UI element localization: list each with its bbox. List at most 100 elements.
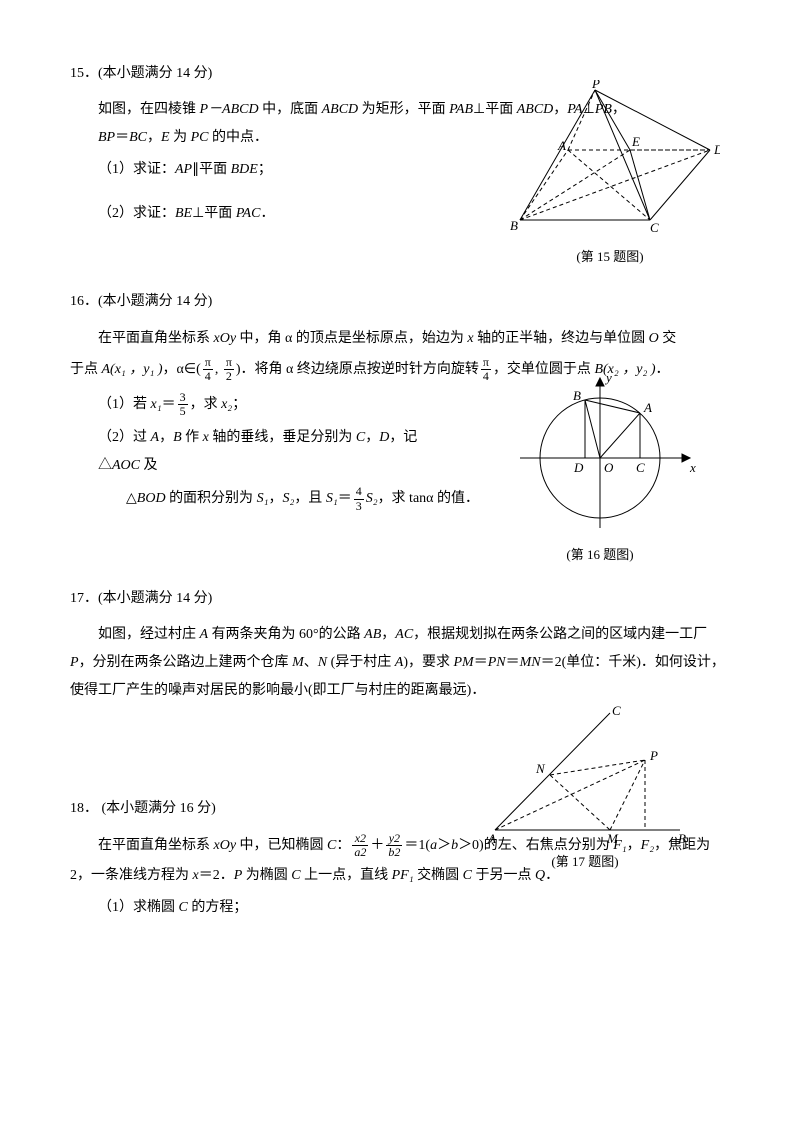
sym-N: N [318, 655, 327, 670]
sym-PABCD: P－ABCD [200, 102, 259, 117]
t: ： [336, 838, 350, 853]
frac-4-3: 43 [354, 485, 364, 512]
sym-S1b: S₁ [326, 491, 338, 506]
figure-15: P A B C D E (第 15 题图) [500, 80, 720, 270]
t: （1）求证： [98, 162, 175, 177]
problem-15: 15．(本小题满分 14 分) 如图，在四棱锥 P－ABCD 中，底面 ABCD… [70, 60, 730, 228]
lbl-x: x [689, 460, 696, 475]
p16-sub2: （2）过 A，B 作 x 轴的垂线，垂足分别为 C，D，记△AOC 及 [98, 424, 458, 480]
sym-C2: C [291, 868, 300, 883]
sym-a: a [430, 838, 437, 853]
lbl-N: N [535, 761, 546, 776]
problem-17-header: 17．(本小题满分 14 分) [70, 585, 730, 613]
sym-PAB: PAB [449, 102, 473, 117]
t: ＋ [370, 838, 384, 853]
t: 及 [140, 458, 158, 473]
t: ＝2． [199, 868, 234, 883]
sym-B: B [173, 430, 182, 445]
t: 交 [659, 331, 677, 346]
sym-BE: BE [175, 206, 192, 221]
sym-xOy: xOy [214, 838, 237, 853]
sym-A: A [151, 430, 160, 445]
frac-3-5: 35 [178, 391, 188, 418]
lbl-B: B [510, 218, 518, 233]
t: ， [159, 430, 173, 445]
sym-C3: C [463, 868, 472, 883]
t: 交椭圆 [414, 868, 463, 883]
sym-A: A [200, 627, 209, 642]
t: ＝ [506, 655, 520, 670]
t: 轴的正半轴，终边与单位圆 [474, 331, 649, 346]
t: （1）若 [98, 397, 151, 412]
problem-17: 17．(本小题满分 14 分) 如图，经过村庄 A 有两条夹角为 60°的公路 … [70, 585, 730, 705]
t: ， [268, 491, 282, 506]
frac-pi4: π4 [203, 356, 213, 383]
p16-line1: 在平面直角坐标系 xOy 中，角 α 的顶点是坐标原点，始边为 x 轴的正半轴，… [98, 324, 730, 355]
sym-E: E [161, 130, 170, 145]
lbl-C: C [650, 220, 659, 235]
sym-BP: BP [98, 130, 115, 145]
sym-x2: x₂ [221, 397, 232, 412]
figure-15-caption: (第 15 题图) [500, 244, 720, 270]
t: △ [126, 491, 137, 506]
p18-line1: 在平面直角坐标系 xOy 中，已知椭圆 C：x2a2＋y2b2＝1(a＞b＞0)… [98, 831, 730, 862]
lbl-D: D [573, 460, 584, 475]
sym-BOD: BOD [137, 491, 166, 506]
t: ＝ [115, 130, 129, 145]
sym-S2: S₂ [282, 491, 294, 506]
sym-ABCD: ABCD [322, 102, 359, 117]
sym-S2b: S₂ [366, 491, 378, 506]
t: ， [365, 430, 379, 445]
t: 在平面直角坐标系 [98, 331, 214, 346]
sym-S1: S₁ [257, 491, 269, 506]
lbl-P: P [591, 80, 600, 91]
p18-line2: 2，一条准线方程为 x＝2．P 为椭圆 C 上一点，直线 PF₁ 交椭圆 C 于… [70, 862, 730, 890]
t: ，求 [190, 397, 222, 412]
t: （1）求椭圆 [98, 900, 179, 915]
figure-15-svg: P A B C D E [500, 80, 720, 240]
sym-C4: C [179, 900, 188, 915]
sym-BC: BC [129, 130, 147, 145]
problem-16-header: 16．(本小题满分 14 分) [70, 288, 730, 316]
t: ＝1( [404, 838, 430, 853]
sym-b: b [451, 838, 458, 853]
t: 中，底面 [259, 102, 322, 117]
frac-x2a2: x2a2 [352, 832, 368, 859]
sym-PM: PM [453, 655, 473, 670]
sym-F2: F₂ [641, 838, 654, 853]
frac-pi2: π2 [224, 356, 234, 383]
t: , [215, 362, 222, 377]
t: ⊥平面 [192, 206, 236, 221]
sym-PN: PN [488, 655, 506, 670]
problem-16: 16．(本小题满分 14 分) 在平面直角坐标系 xOy 中，角 α 的顶点是坐… [70, 288, 730, 515]
t: ，分别在两条公路边上建两个仓库 [79, 655, 293, 670]
sym-x1: x₁ [151, 397, 162, 412]
frac-y2b2: y2b2 [386, 832, 402, 859]
sym-AOC: AOC [112, 458, 140, 473]
t: 的中点． [208, 130, 268, 145]
sym-AP: AP [175, 162, 192, 177]
t: ， [147, 130, 161, 145]
t: 有两条夹角为 60°的公路 [208, 627, 364, 642]
sym-C: C [327, 838, 336, 853]
t: )，要求 [403, 655, 453, 670]
sym-MN: MN [520, 655, 541, 670]
lbl-A: A [643, 400, 652, 415]
t: ； [232, 397, 246, 412]
problem-18: 18． (本小题满分 16 分) 在平面直角坐标系 xOy 中，已知椭圆 C：x… [70, 795, 730, 922]
t: ，焦距为 [654, 838, 710, 853]
lbl-P: P [649, 748, 658, 763]
t: (异于村庄 [327, 655, 395, 670]
problem-17-body: 如图，经过村庄 A 有两条夹角为 60°的公路 AB，AC，根据规划拟在两条公路… [70, 621, 730, 705]
lbl-D: D [713, 142, 720, 157]
p17-line1: 如图，经过村庄 A 有两条夹角为 60°的公路 AB，AC，根据规划拟在两条公路… [98, 621, 730, 649]
t: 为 [170, 130, 191, 145]
t: 作 [182, 430, 203, 445]
t: 的面积分别为 [166, 491, 257, 506]
sym-F1: F₁ [613, 838, 626, 853]
t: 的方程； [188, 900, 248, 915]
t: 为矩形，平面 [358, 102, 449, 117]
t: ，根据规划拟在两条公路之间的区域内建一工厂 [413, 627, 707, 642]
t: ，α∈( [163, 362, 201, 377]
sym-C: C [356, 430, 365, 445]
